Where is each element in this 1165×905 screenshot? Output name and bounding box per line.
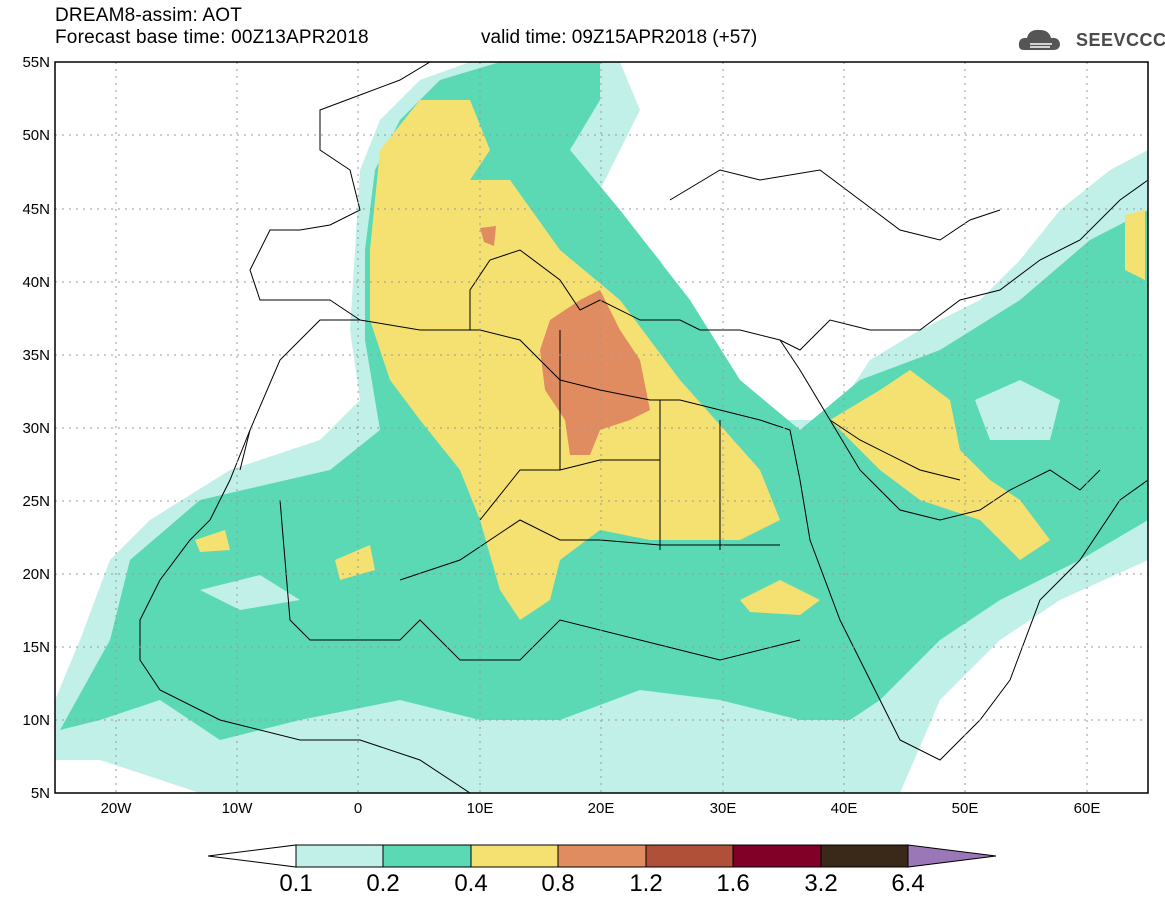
colorbar-over-arrow [907, 844, 997, 868]
map-frame [54, 61, 1149, 794]
coastlines [139, 62, 1148, 793]
y-label-50n: 50N [22, 127, 50, 144]
x-label-40e: 40E [830, 800, 858, 817]
colorbar-label-6.4: 6.4 [891, 870, 925, 897]
colorbar-label-3.2: 3.2 [804, 870, 838, 897]
x-label-0: 0 [353, 800, 363, 817]
colorbar-under-arrow [207, 844, 297, 868]
logo-text: SEEVCCC [1076, 30, 1165, 50]
colorbar-label-0.4: 0.4 [454, 870, 488, 897]
forecast-base-time: Forecast base time: 00Z13APR2018 [55, 27, 369, 48]
y-label-30n: 30N [22, 420, 50, 437]
colorbar-cell-5 [645, 844, 734, 868]
y-label-40n: 40N [22, 274, 50, 291]
x-label-20e: 20E [587, 800, 615, 817]
colorbar-label-0.1: 0.1 [279, 870, 313, 897]
y-label-45n: 45N [22, 201, 50, 218]
colorbar-label-1.6: 1.6 [716, 870, 750, 897]
cloud-logo-icon [1018, 29, 1060, 50]
x-label-20w: 20W [100, 800, 132, 817]
x-label-60e: 60E [1073, 800, 1101, 817]
y-label-15n: 15N [22, 639, 50, 656]
x-label-50e: 50E [951, 800, 979, 817]
y-label-55n: 55N [22, 54, 50, 71]
colorbar [207, 844, 997, 868]
colorbar-label-0.8: 0.8 [541, 870, 575, 897]
colorbar-cell-6 [732, 844, 822, 868]
colorbar-cell-2 [382, 844, 472, 868]
y-label-5n: 5N [30, 785, 50, 802]
y-label-10n: 10N [22, 712, 50, 729]
x-label-10e: 10E [466, 800, 494, 817]
y-label-35n: 35N [22, 347, 50, 364]
x-label-10w: 10W [221, 800, 253, 817]
valid-time: valid time: 09Z15APR2018 (+57) [481, 27, 758, 48]
colorbar-cell-7 [820, 844, 909, 868]
y-label-20n: 20N [22, 566, 50, 583]
colorbar-cell-1 [295, 844, 384, 868]
colorbar-label-0.2: 0.2 [366, 870, 400, 897]
colorbar-cell-4 [557, 844, 647, 868]
aot-band-0.8 [540, 290, 650, 455]
colorbar-label-1.2: 1.2 [629, 870, 663, 897]
colorbar-cell-3 [470, 844, 559, 868]
map-title: DREAM8-assim: AOT [55, 5, 243, 26]
y-label-25n: 25N [22, 493, 50, 510]
x-label-30e: 30E [709, 800, 737, 817]
grid-lines [55, 62, 1148, 793]
